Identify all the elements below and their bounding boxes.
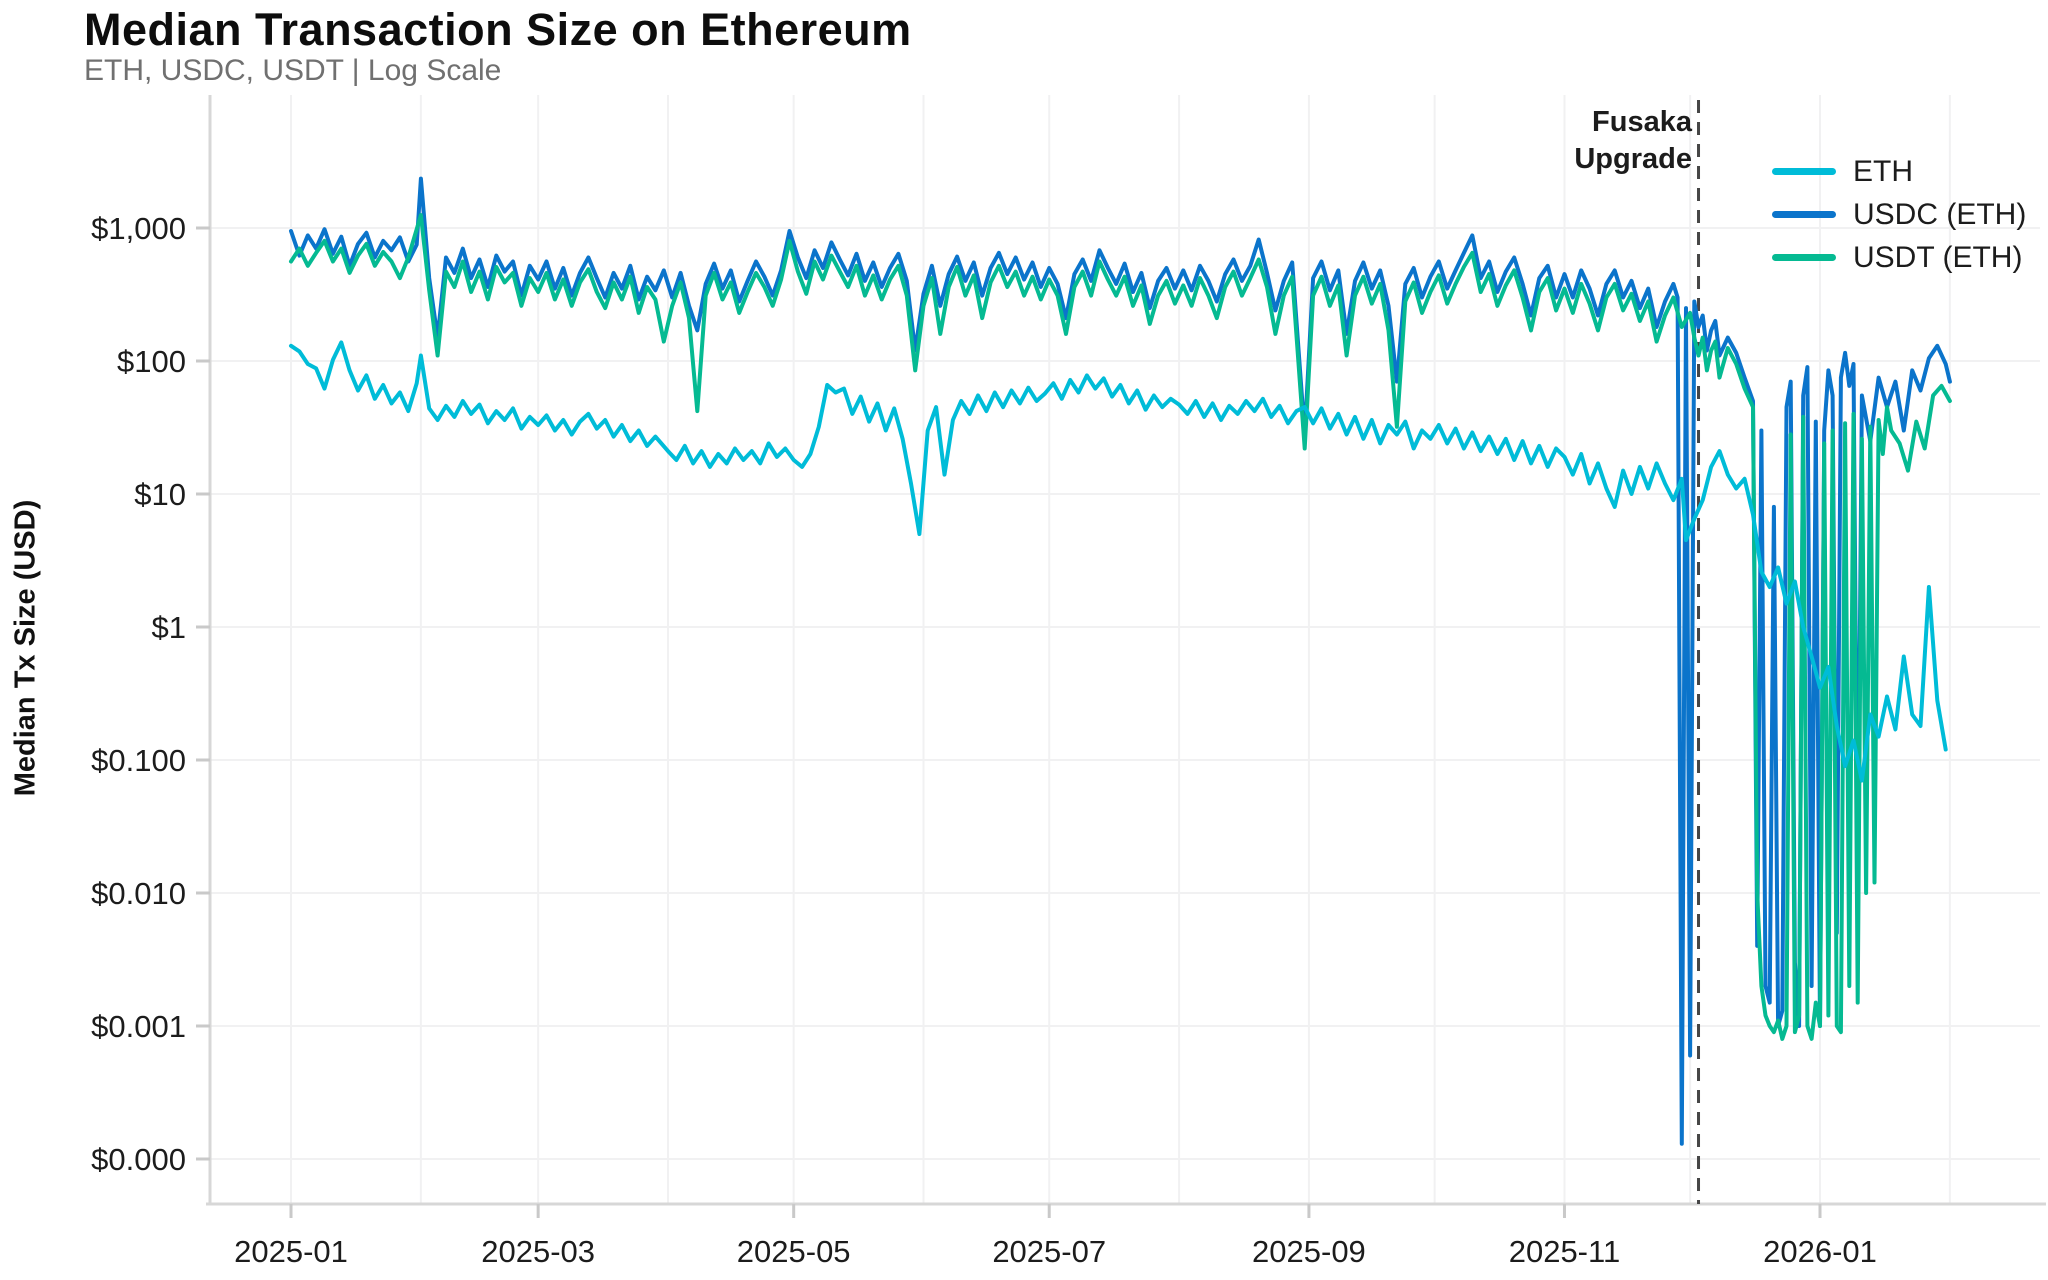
y-tick-label: $0.000	[91, 1142, 186, 1177]
series-path-eth	[289, 340, 1948, 783]
legend-swatch-icon	[1772, 254, 1836, 261]
x-tick-label: 2025-11	[1509, 1234, 1620, 1269]
fusaka-upgrade-annotation: Fusaka Upgrade	[1574, 104, 1692, 178]
series-path-usdt-eth	[289, 213, 1952, 1041]
legend-item-eth: ETH	[1772, 150, 2026, 193]
legend-label: USDT (ETH)	[1853, 240, 2023, 274]
x-tick-label: 2026-01	[1763, 1234, 1877, 1269]
y-tick-label: $0.010	[91, 876, 186, 911]
legend: ETH USDC (ETH) USDT (ETH)	[1772, 150, 2026, 279]
y-axis-title: Median Tx Size (USD)	[9, 499, 42, 797]
x-tick-label: 2025-05	[737, 1234, 851, 1269]
x-tick-label: 2025-03	[481, 1234, 595, 1269]
legend-item-usdc-eth: USDC (ETH)	[1772, 193, 2026, 236]
x-tick-label: 2025-09	[1252, 1234, 1366, 1269]
legend-label: ETH	[1853, 154, 1913, 188]
series-path-usdc-eth	[289, 176, 1952, 1146]
y-tick-label: $0.100	[91, 743, 186, 778]
y-tick-label: $100	[117, 344, 186, 379]
y-tick-label: $1	[152, 610, 186, 645]
annotation-line-1: Fusaka	[1592, 106, 1692, 138]
annotation-line-2: Upgrade	[1574, 143, 1692, 175]
chart-title: Median Transaction Size on Ethereum	[84, 4, 912, 55]
legend-item-usdt-eth: USDT (ETH)	[1772, 236, 2026, 279]
legend-swatch-icon	[1772, 211, 1836, 218]
y-tick-label: $10	[134, 477, 186, 512]
legend-swatch-icon	[1772, 168, 1836, 175]
y-tick-label: $0.001	[91, 1009, 186, 1044]
x-tick-label: 2025-07	[992, 1234, 1106, 1269]
legend-label: USDC (ETH)	[1853, 197, 2027, 231]
x-tick-label: 2025-01	[234, 1234, 348, 1269]
chart-subtitle: ETH, USDC, USDT | Log Scale	[84, 54, 502, 87]
y-tick-label: $1,000	[91, 211, 186, 246]
